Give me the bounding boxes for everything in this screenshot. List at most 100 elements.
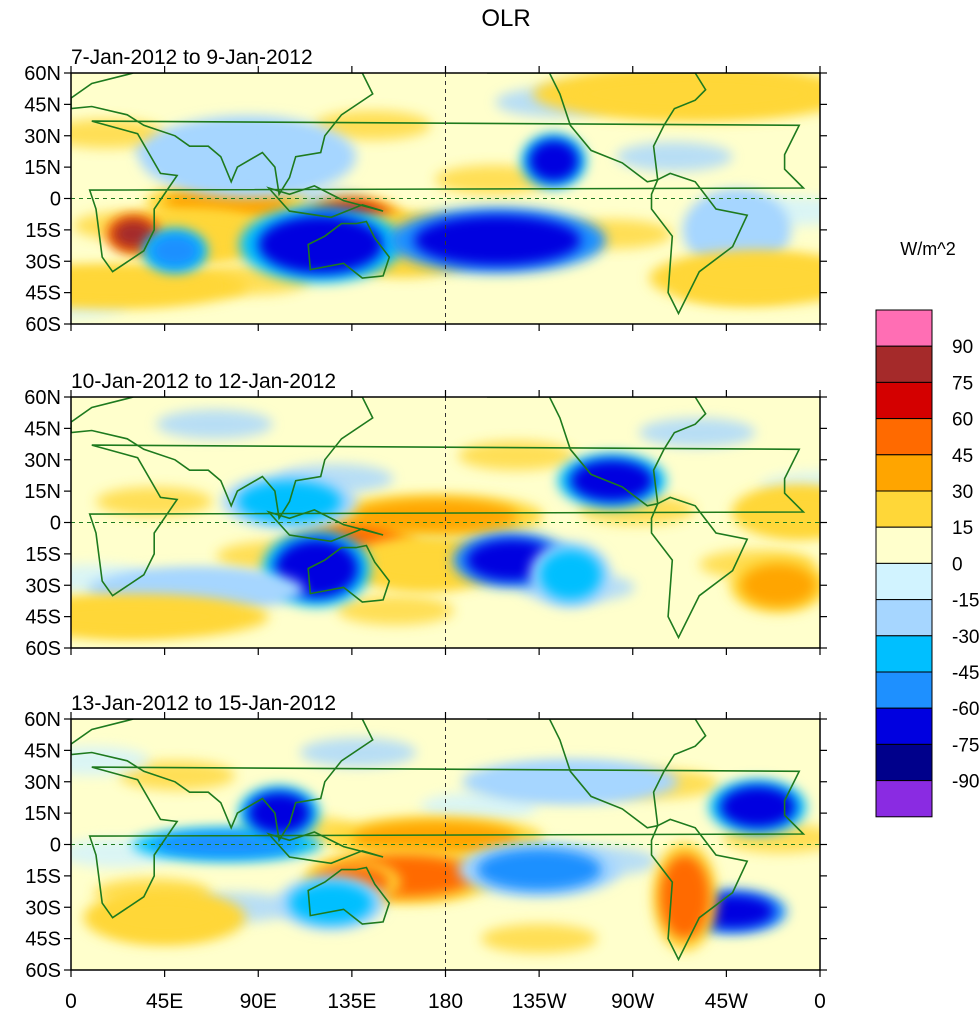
colorbar-swatch xyxy=(875,454,933,492)
colorbar-swatch xyxy=(875,599,933,637)
lon-tick-label: 90W xyxy=(611,990,654,1013)
coastline-africa xyxy=(88,444,806,597)
anomaly-core xyxy=(71,269,217,304)
anomaly-blob xyxy=(299,737,417,768)
anomaly-core xyxy=(570,73,820,115)
colorbar-label: 0 xyxy=(952,554,963,575)
anomaly-core xyxy=(414,215,581,266)
anomaly-core xyxy=(71,599,238,634)
lon-tick-label: 45E xyxy=(146,990,183,1013)
anomaly-core xyxy=(487,765,654,799)
lat-tick-label: 60S xyxy=(25,314,61,336)
colorbar-swatch xyxy=(875,490,933,528)
lat-tick-label: 30N xyxy=(24,772,61,794)
coastlines xyxy=(71,397,806,640)
lat-tick-label: 60S xyxy=(25,638,61,660)
colorbar-label: -15 xyxy=(952,591,979,612)
lon-tick-label: 0 xyxy=(814,990,826,1013)
coastline-europe_asia xyxy=(71,719,374,843)
colorbar-swatch xyxy=(875,780,933,818)
anomaly-core xyxy=(528,139,579,182)
map-panels: 7-Jan-2012 to 9-Jan-2012 60N 45N 30N 15N 0 15S… xyxy=(24,46,827,1013)
colorbar-label: -75 xyxy=(952,735,979,756)
colorbar-swatch xyxy=(875,562,933,601)
anomaly-core xyxy=(740,564,816,607)
anomaly-core xyxy=(539,549,602,600)
anomaly-blob xyxy=(457,440,575,471)
anomaly-blob xyxy=(420,792,538,822)
coastline-australia xyxy=(307,220,391,279)
coastlines xyxy=(71,73,806,316)
lat-tick-label: 15S xyxy=(25,544,61,566)
coastline-s_america xyxy=(650,818,749,962)
lon-tick-label: 0 xyxy=(65,990,77,1013)
coastline-africa xyxy=(88,766,806,919)
anomaly-core xyxy=(351,499,519,533)
anomaly-core xyxy=(164,125,332,189)
colorbar-label: 60 xyxy=(952,410,973,431)
anomaly-blob xyxy=(638,417,756,448)
lat-tick-label: 15N xyxy=(24,481,61,503)
coastline-s_america xyxy=(650,172,749,316)
coastline-maritime xyxy=(266,509,384,543)
lon-tick-label: 135W xyxy=(512,990,567,1013)
lon-tick-label: 180 xyxy=(428,990,463,1013)
anomaly-blob xyxy=(156,409,273,439)
anomaly-core xyxy=(695,198,779,262)
panel-label: 7-Jan-2012 to 9-Jan-2012 xyxy=(71,46,313,69)
lat-tick-label: 60N xyxy=(24,387,61,409)
colorbar: W/m^2 90 75 60 45 30 15 0 -15 -30 -45 -60 -75 -90 xyxy=(875,239,979,818)
colorbar-swatch xyxy=(875,526,933,564)
colorbar-label: -60 xyxy=(952,699,979,720)
lat-tick-label: 30S xyxy=(25,575,61,597)
colorbar-label: -90 xyxy=(952,772,979,793)
anomaly-core xyxy=(102,896,228,939)
anomaly-field xyxy=(71,73,820,318)
lat-tick-label: 60N xyxy=(24,63,61,85)
lat-tick-label: 45N xyxy=(24,740,61,762)
colorbar-label: 30 xyxy=(952,482,973,503)
lat-tick-label: 0 xyxy=(50,835,61,857)
coastline-europe_asia xyxy=(71,73,374,197)
lat-tick-label: 15S xyxy=(25,220,61,242)
coastline-s_america xyxy=(650,496,749,640)
lat-tick-label: 30S xyxy=(25,251,61,273)
colorbar-swatch xyxy=(875,309,933,347)
colorbar-swatch xyxy=(875,743,933,782)
colorbar-label: 75 xyxy=(952,373,973,394)
anomaly-core xyxy=(674,257,820,299)
anomaly-core xyxy=(112,219,155,249)
lat-tick-label: 0 xyxy=(50,189,61,211)
lat-tick-label: 45S xyxy=(25,283,61,305)
lat-tick-label: 60N xyxy=(24,709,61,731)
coastline-europe_asia xyxy=(71,397,374,521)
coastlines xyxy=(71,719,806,962)
anomaly-blob xyxy=(71,746,151,776)
map-panel-2: 10-Jan-2012 to 12-Jan-2012 60N 45N 30N 15N 0 1… xyxy=(24,370,827,660)
lat-tick-label: 60S xyxy=(25,960,61,982)
map-panel-3: 13-Jan-2012 to 15-Jan-2012 60N 45N 30N 15N 0 1… xyxy=(24,692,827,982)
colorbar-swatch xyxy=(875,418,933,456)
anomaly-blob xyxy=(95,486,213,517)
coastline-africa xyxy=(88,120,806,273)
anomaly-core xyxy=(351,821,519,855)
anomaly-blob xyxy=(337,595,454,625)
colorbar-swatch xyxy=(875,671,933,709)
lat-tick-label: 45N xyxy=(24,418,61,440)
lat-tick-label: 0 xyxy=(50,513,61,535)
colorbar-swatch xyxy=(875,635,933,673)
anomaly-core xyxy=(258,215,384,274)
chart-title: OLR xyxy=(481,5,530,32)
anomaly-core xyxy=(289,882,373,924)
map-panel-1: 7-Jan-2012 to 9-Jan-2012 60N 45N 30N 15N 0 15S… xyxy=(24,46,827,336)
anomaly-core xyxy=(720,785,796,828)
lon-tick-label: 45W xyxy=(705,990,748,1013)
colorbar-label: -45 xyxy=(952,663,979,684)
colorbar-label: -30 xyxy=(952,627,979,648)
lat-tick-label: 15S xyxy=(25,866,61,888)
coastline-australia xyxy=(307,544,391,603)
lat-tick-label: 30N xyxy=(24,126,61,148)
lon-tick-label: 90E xyxy=(240,990,277,1013)
lat-tick-label: 45N xyxy=(24,94,61,116)
